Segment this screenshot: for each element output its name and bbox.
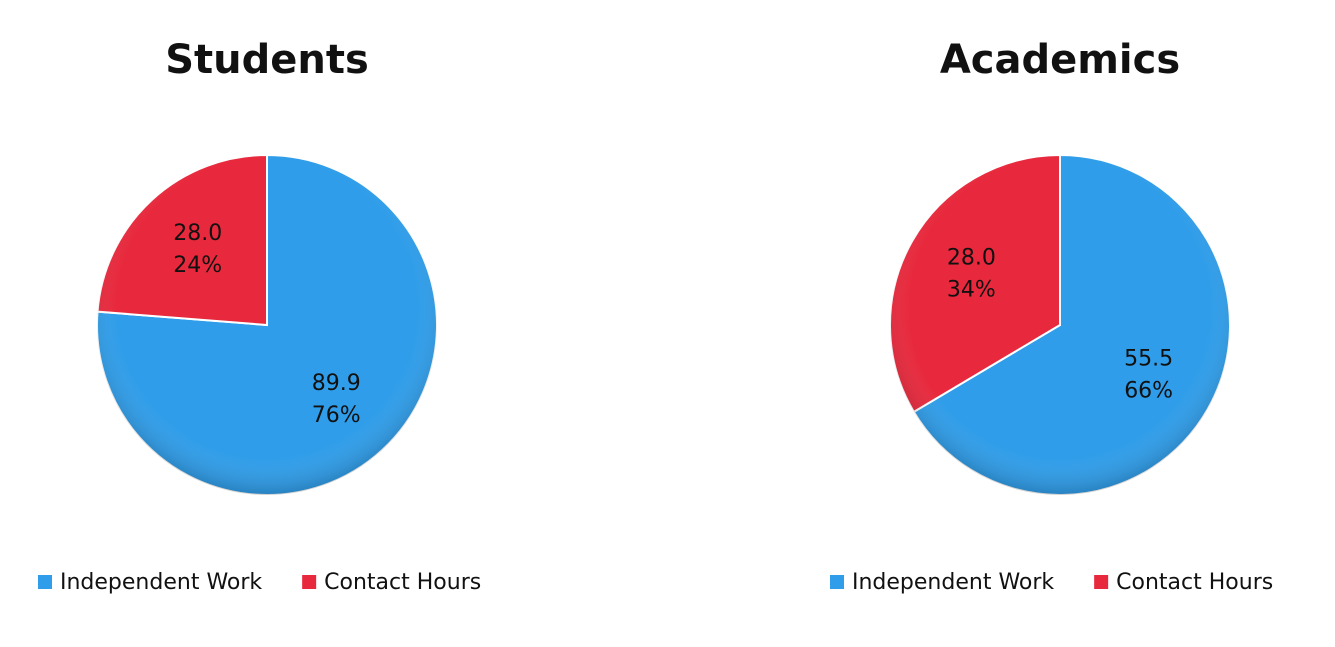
legend-marker (38, 575, 52, 589)
percent-label: 76% (312, 403, 361, 428)
legend-label: Contact Hours (1116, 570, 1273, 595)
legend-label: Contact Hours (324, 570, 481, 595)
value-label: 28.0 (947, 246, 996, 271)
chart-title: Students (165, 37, 369, 83)
legend-label: Independent Work (852, 570, 1054, 595)
percent-label: 34% (947, 278, 996, 303)
legend-marker (830, 575, 844, 589)
legend-label: Independent Work (60, 570, 262, 595)
value-label: 89.9 (312, 371, 361, 396)
legend-marker (1094, 575, 1109, 589)
percent-label: 66% (1124, 378, 1173, 403)
value-label: 55.5 (1124, 346, 1173, 371)
percent-label: 24% (173, 253, 222, 278)
legend-marker (302, 575, 317, 589)
chart-title: Academics (940, 37, 1180, 83)
value-label: 28.0 (173, 221, 222, 246)
